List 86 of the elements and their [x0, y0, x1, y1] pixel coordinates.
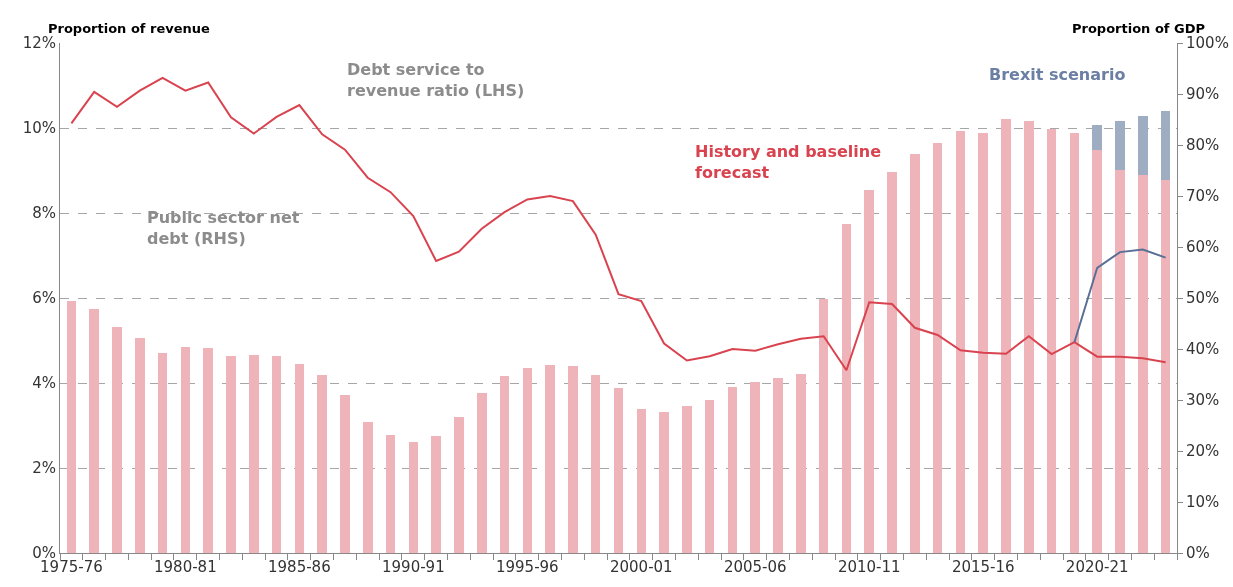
bar: [66, 301, 77, 553]
bar: [864, 190, 875, 553]
bar: [590, 374, 601, 553]
bar: [1001, 118, 1011, 553]
bar: [1092, 149, 1102, 553]
bar: [1160, 110, 1171, 181]
y2-tick-label: 90%: [1186, 85, 1220, 104]
bar: [180, 346, 191, 553]
annotation: Debt service to revenue ratio (LHS): [347, 60, 525, 100]
y2-tick-label: 70%: [1186, 187, 1220, 206]
bar: [271, 355, 282, 553]
bar: [1024, 121, 1034, 553]
bar: [545, 364, 555, 553]
bar: [294, 363, 305, 553]
bar: [796, 373, 806, 553]
bar: [1115, 169, 1125, 553]
y2-tick-label: 40%: [1186, 340, 1220, 359]
bar: [659, 412, 669, 553]
text: History and baseline forecast: [695, 142, 882, 182]
bar: [773, 378, 783, 553]
y2-tick-label: 60%: [1186, 238, 1220, 257]
bar: [317, 375, 327, 553]
x-tick-label: 2015-16: [951, 558, 1015, 576]
line-series: [1073, 248, 1167, 344]
y2-tick-label: 10%: [1186, 493, 1220, 512]
bar: [112, 326, 122, 553]
bar: [135, 337, 145, 553]
bar: [340, 394, 350, 553]
bar: [385, 435, 396, 553]
bar: [750, 382, 761, 553]
bar: [568, 365, 578, 553]
y-tick-label: 4%: [32, 374, 56, 393]
y2-tick-label: 30%: [1186, 391, 1220, 410]
bar: [203, 348, 213, 553]
x-tick-label: 1980-81: [154, 558, 217, 576]
bar: [636, 409, 647, 553]
bar: [408, 442, 419, 553]
y-tick-label: 12%: [22, 34, 56, 53]
bar: [431, 436, 441, 553]
bar: [226, 355, 236, 553]
y2-tick-label: 80%: [1186, 136, 1220, 155]
y-tick-label: 2%: [32, 459, 56, 478]
y2-tick-label: 100%: [1186, 34, 1229, 53]
bar: [613, 387, 624, 553]
y2-axis-title: Proportion of GDP: [1072, 21, 1206, 36]
bar: [248, 354, 259, 553]
bar: [454, 416, 464, 553]
bar: [887, 171, 897, 553]
bar: [682, 406, 692, 553]
bar: [476, 393, 487, 553]
bar: [704, 400, 715, 553]
y-tick-label: 6%: [32, 289, 56, 308]
x-tick-label: 2000-01: [609, 558, 673, 576]
y2-tick-label: 0%: [1186, 544, 1210, 563]
bar: [362, 422, 373, 553]
y-tick-label: 10%: [22, 119, 56, 138]
bar: [1115, 120, 1125, 170]
bar: [89, 308, 99, 553]
bar: [910, 153, 920, 553]
bar: [727, 386, 738, 553]
y-axis-title: Proportion of revenue: [48, 21, 211, 36]
x-tick-label: 2005-06: [723, 558, 787, 576]
y2-tick-label: 20%: [1186, 442, 1220, 461]
text: Brexit scenario: [989, 65, 1126, 84]
bar: [1138, 175, 1148, 553]
y-tick-label: 8%: [32, 204, 56, 223]
bar: [499, 376, 510, 553]
bar: [522, 368, 533, 553]
bar: [818, 299, 829, 553]
bar: [157, 353, 168, 553]
bar: [955, 131, 966, 553]
bar: [1138, 116, 1148, 176]
x-tick-label: 1990-91: [382, 558, 445, 576]
bar: [1160, 180, 1171, 553]
bar: [932, 143, 943, 553]
bar: [841, 224, 852, 553]
annotation: Public sector net debt (RHS): [147, 208, 300, 248]
x-tick-label: 2020-21: [1065, 558, 1129, 576]
bar: [1069, 133, 1080, 553]
x-tick-label: 2010-11: [837, 558, 901, 576]
y2-tick-label: 50%: [1186, 289, 1220, 308]
bar: [978, 133, 989, 553]
x-tick-label: 1995-96: [495, 558, 559, 576]
bar: [1092, 124, 1102, 150]
bar: [1046, 129, 1057, 553]
x-tick-label: 1985-86: [268, 558, 331, 576]
